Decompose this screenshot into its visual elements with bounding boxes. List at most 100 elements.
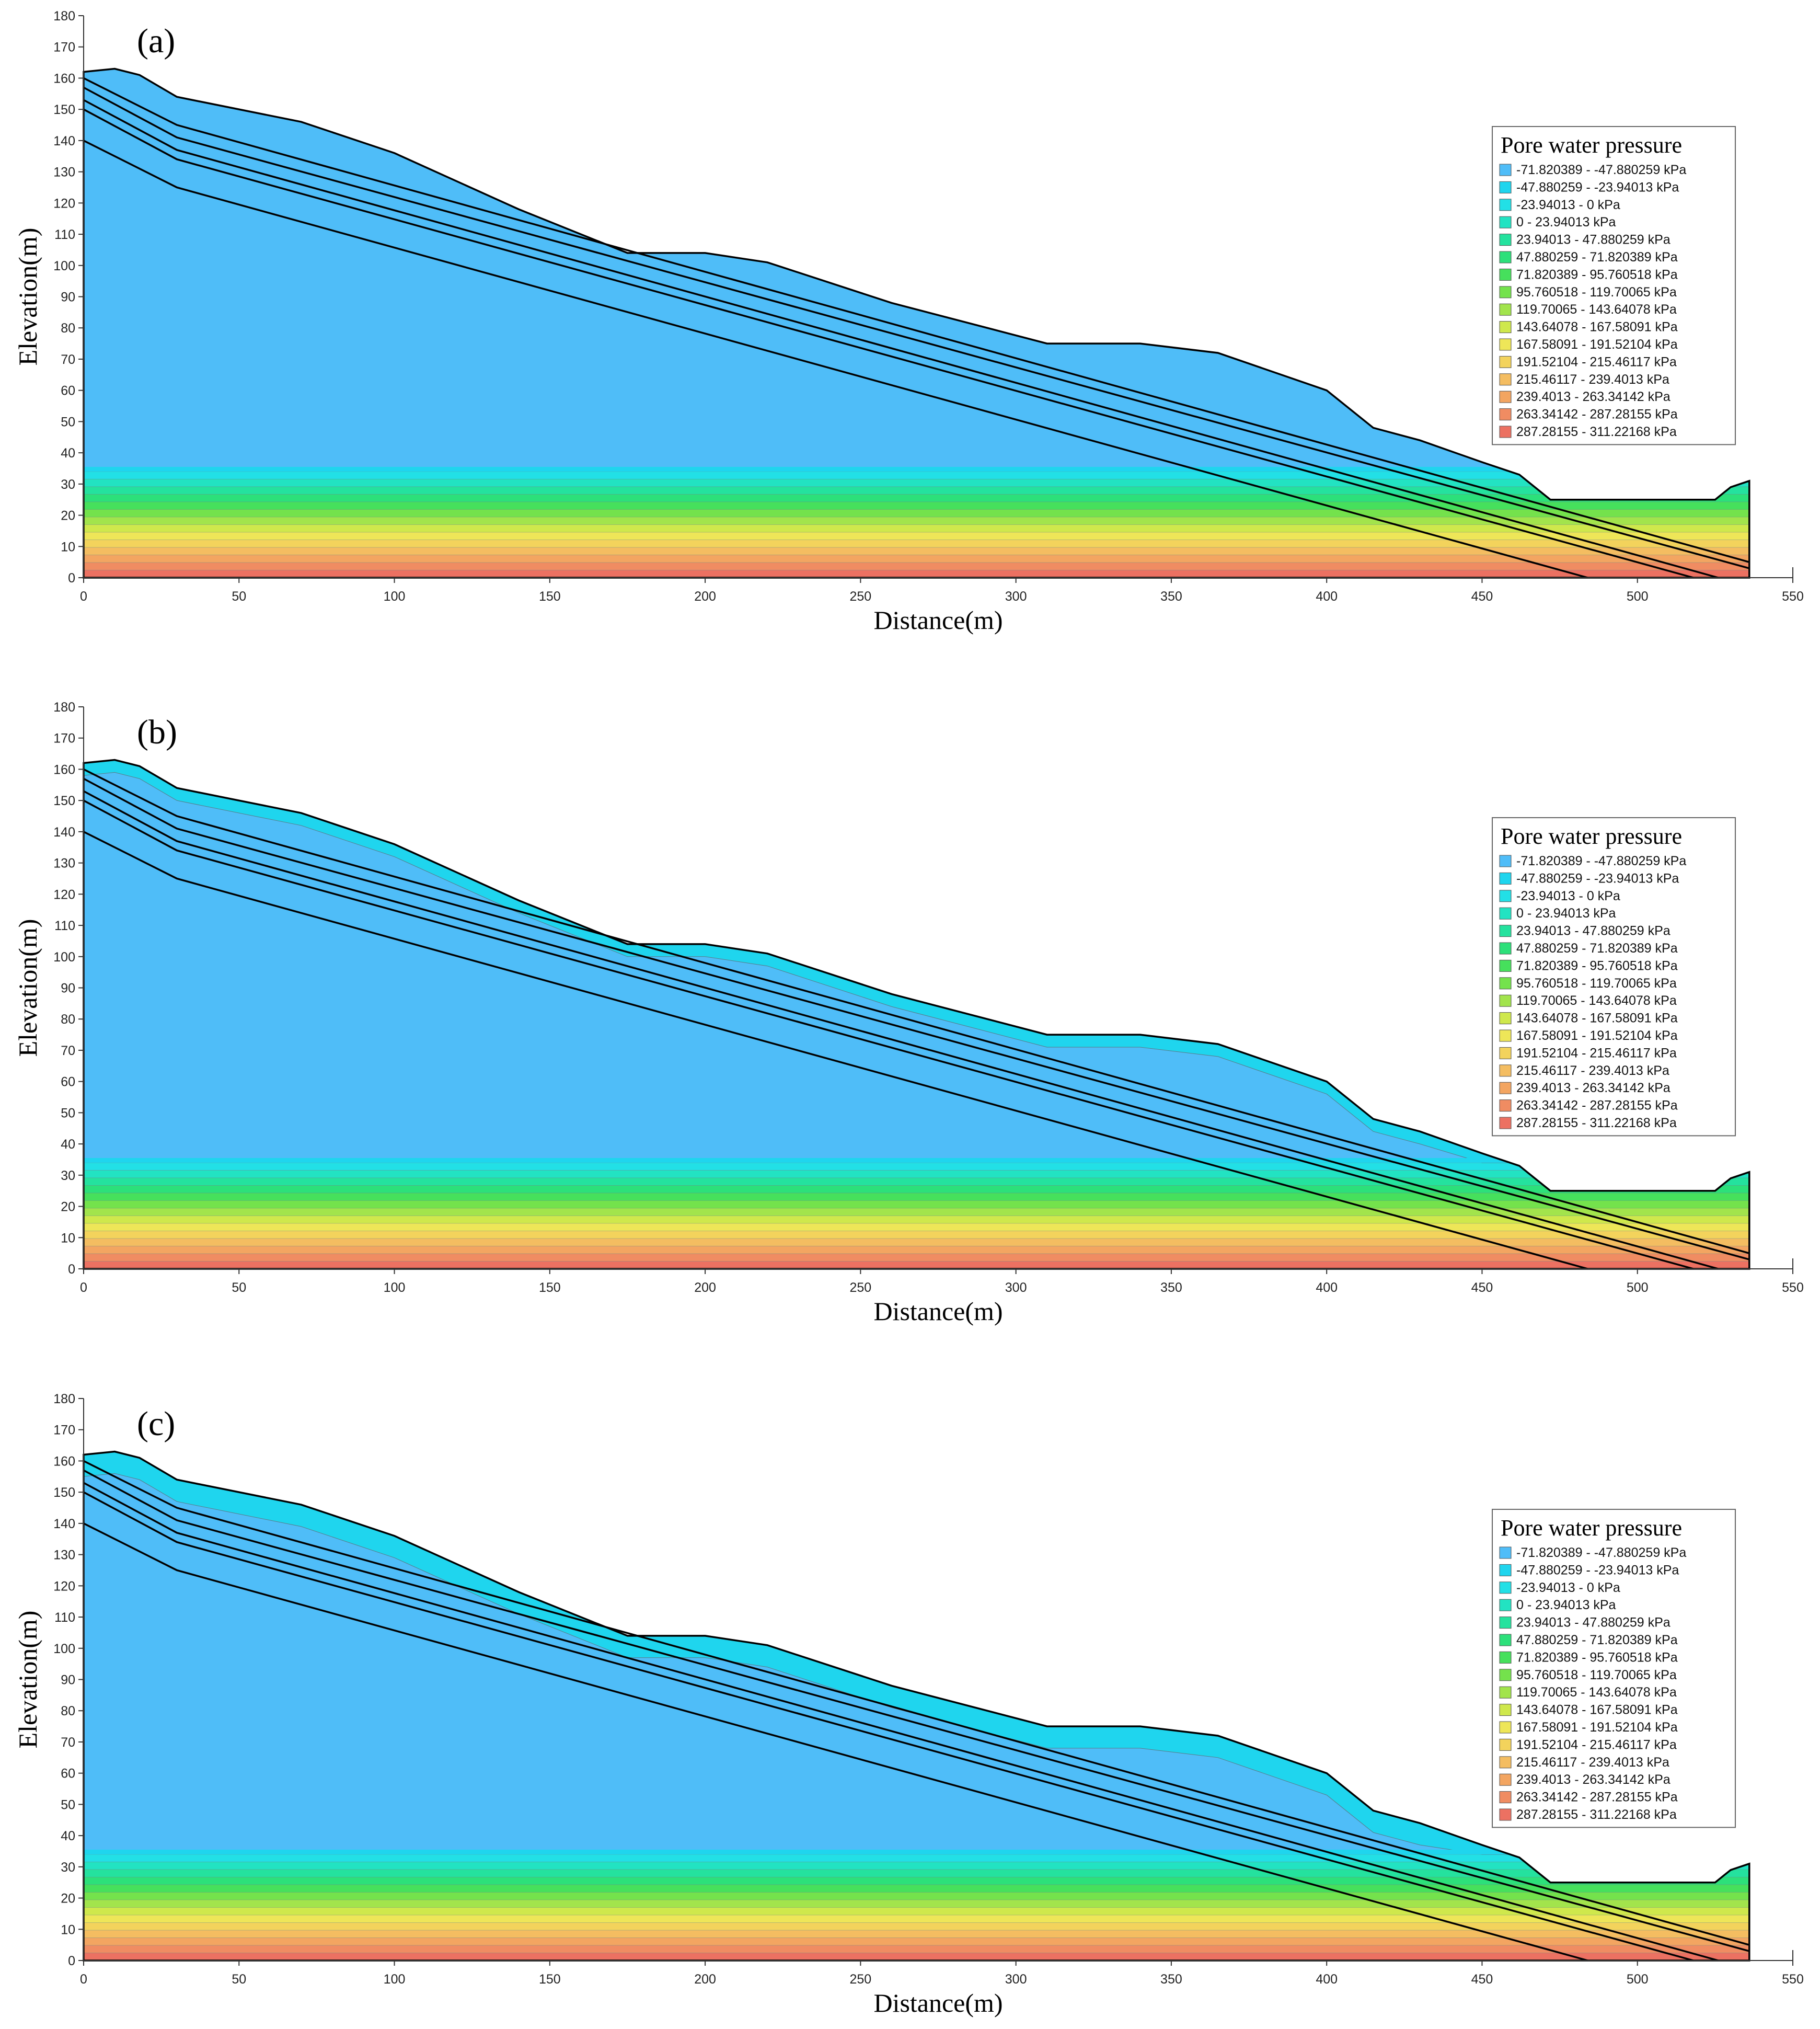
legend-swatch bbox=[1499, 855, 1512, 867]
x-tick-label: 450 bbox=[1471, 589, 1493, 604]
legend-swatch bbox=[1499, 1599, 1512, 1611]
legend-swatch bbox=[1499, 1546, 1512, 1559]
x-tick-label: 50 bbox=[232, 1972, 246, 1987]
y-tick-label: 130 bbox=[53, 856, 75, 871]
x-tick-label: 100 bbox=[384, 1280, 406, 1295]
y-tick-label: 0 bbox=[68, 1262, 75, 1277]
legend-swatch bbox=[1499, 977, 1512, 990]
legend-swatch bbox=[1499, 1082, 1512, 1094]
legend-entry-label: 143.64078 - 167.58091 kPa bbox=[1516, 1011, 1678, 1026]
pressure-band bbox=[84, 555, 1749, 563]
legend-swatch bbox=[1499, 1064, 1512, 1077]
legend-entry-label: 287.28155 - 311.22168 kPa bbox=[1516, 1807, 1677, 1822]
legend-swatch bbox=[1499, 907, 1512, 920]
pressure-band bbox=[84, 1231, 1749, 1239]
y-axis-title: Elevation(m) bbox=[13, 1611, 42, 1749]
legend-swatch bbox=[1499, 1791, 1512, 1804]
pressure-band bbox=[84, 1892, 1749, 1900]
legend-entry-label: 215.46117 - 239.4013 kPa bbox=[1516, 372, 1669, 387]
y-tick-label: 110 bbox=[54, 227, 75, 242]
chart-panel-1: 0 10 20 30 40 50 60 70 80 90 100 110 120 130 140 150 160… bbox=[13, 9, 1804, 635]
legend: Pore water pressure -71.820389 - -47.8802… bbox=[1492, 1509, 1736, 1828]
layer-boundary-line bbox=[83, 108, 1694, 579]
x-tick-label: 250 bbox=[850, 589, 872, 604]
legend-swatch bbox=[1499, 1773, 1512, 1786]
legend-entry-label: 263.34142 - 287.28155 kPa bbox=[1516, 407, 1678, 422]
y-tick-label: 70 bbox=[61, 1044, 75, 1058]
legend-entry-label: 119.70065 - 143.64078 kPa bbox=[1516, 1685, 1677, 1700]
pressure-band bbox=[84, 1261, 1749, 1269]
legend-entry-label: 119.70065 - 143.64078 kPa bbox=[1516, 302, 1677, 317]
ground-surface-outline bbox=[83, 759, 1750, 1270]
y-tick-label: 0 bbox=[68, 1954, 75, 1968]
legend-swatch bbox=[1499, 942, 1512, 955]
x-tick-label: 150 bbox=[539, 589, 561, 604]
y-tick-label: 160 bbox=[53, 71, 75, 86]
legend-entry-label: -71.820389 - -47.880259 kPa bbox=[1516, 163, 1686, 177]
legend-entry-label: 167.58091 - 191.52104 kPa bbox=[1516, 337, 1678, 352]
pressure-band bbox=[84, 1208, 1749, 1217]
pressure-band bbox=[84, 1907, 1749, 1916]
y-tick-label: 100 bbox=[53, 1642, 75, 1656]
y-tick-label: 110 bbox=[54, 1610, 75, 1625]
legend-entry-label: 287.28155 - 311.22168 kPa bbox=[1516, 425, 1677, 439]
legend-swatch bbox=[1499, 1808, 1512, 1821]
y-tick-label: 150 bbox=[53, 1485, 75, 1500]
y-tick-label: 20 bbox=[61, 509, 75, 523]
legend-swatch bbox=[1499, 216, 1512, 228]
legend-entry-label: 23.94013 - 47.880259 kPa bbox=[1516, 1615, 1671, 1630]
x-tick-label: 0 bbox=[80, 589, 87, 604]
legend-entry-label: 191.52104 - 215.46117 kPa bbox=[1516, 354, 1677, 369]
pressure-band bbox=[84, 1162, 1749, 1171]
x-tick-label: 100 bbox=[384, 589, 406, 604]
y-tick-label: 160 bbox=[53, 1454, 75, 1469]
pressure-band bbox=[84, 1854, 1749, 1863]
y-tick-label: 170 bbox=[53, 40, 75, 55]
y-tick-label: 60 bbox=[61, 1075, 75, 1090]
legend: Pore water pressure -71.820389 - -47.8802… bbox=[1492, 126, 1736, 445]
layer-boundary-line bbox=[83, 1522, 1588, 1962]
legend-swatch bbox=[1499, 373, 1512, 386]
y-tick-label: 100 bbox=[53, 950, 75, 965]
y-tick-label: 80 bbox=[61, 321, 75, 336]
x-tick-label: 200 bbox=[694, 589, 716, 604]
pressure-band bbox=[84, 1915, 1749, 1923]
pressure-band bbox=[84, 524, 1749, 533]
y-tick-label: 90 bbox=[61, 981, 75, 996]
pressure-band bbox=[84, 532, 1749, 541]
legend-swatch bbox=[1499, 356, 1512, 368]
legend-entry-label: 23.94013 - 47.880259 kPa bbox=[1516, 924, 1671, 938]
pressure-band bbox=[84, 1193, 1749, 1201]
x-tick-label: 350 bbox=[1160, 589, 1182, 604]
capillary-zone bbox=[84, 466, 1749, 472]
pressure-band bbox=[84, 570, 1749, 578]
y-tick-label: 130 bbox=[53, 165, 75, 180]
legend-swatch bbox=[1499, 1117, 1512, 1129]
legend-entry-label: -23.94013 - 0 kPa bbox=[1516, 1580, 1620, 1595]
pressure-band bbox=[84, 1930, 1749, 1939]
pressure-band bbox=[84, 1253, 1749, 1262]
pressure-band bbox=[84, 540, 1749, 548]
y-tick-label: 180 bbox=[53, 1392, 75, 1406]
pressure-band bbox=[84, 1922, 1749, 1931]
y-tick-label: 40 bbox=[61, 446, 75, 461]
x-tick-label: 250 bbox=[850, 1280, 872, 1295]
x-tick-label: 550 bbox=[1782, 1280, 1804, 1295]
x-tick-label: 200 bbox=[694, 1280, 716, 1295]
y-tick-label: 0 bbox=[68, 571, 75, 586]
x-axis-title: Distance(m) bbox=[873, 605, 1003, 635]
pressure-band bbox=[84, 1185, 1749, 1194]
layer-boundary-line bbox=[83, 1460, 1750, 1946]
y-tick-label: 30 bbox=[61, 1168, 75, 1183]
legend-entry-label: 239.4013 - 263.34142 kPa bbox=[1516, 1772, 1671, 1787]
pressure-band bbox=[84, 1869, 1749, 1878]
x-tick-label: 150 bbox=[539, 1972, 561, 1987]
legend-swatch bbox=[1499, 872, 1512, 885]
pressure-band bbox=[84, 1938, 1749, 1946]
legend-entry-label: 95.760518 - 119.70065 kPa bbox=[1516, 285, 1677, 300]
x-tick-label: 100 bbox=[384, 1972, 406, 1987]
y-tick-label: 140 bbox=[53, 825, 75, 840]
legend-swatch bbox=[1499, 1669, 1512, 1681]
layer-boundary-line bbox=[83, 831, 1588, 1270]
